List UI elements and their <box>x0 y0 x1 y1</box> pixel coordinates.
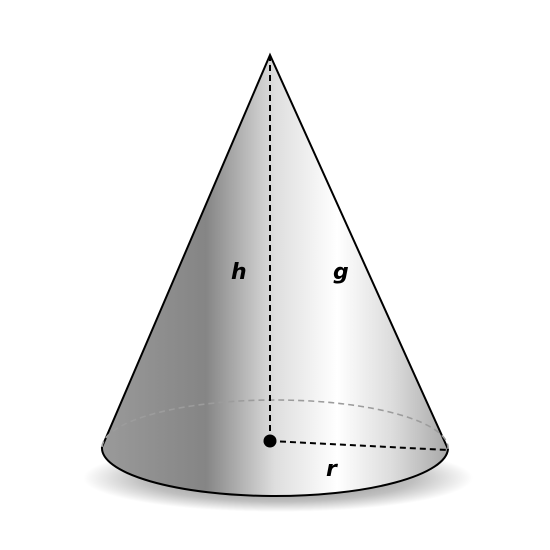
cone-surface <box>100 52 450 497</box>
slant-height-label: g <box>333 260 349 285</box>
radius-label: r <box>326 457 338 482</box>
height-label: h <box>231 260 247 285</box>
base-back-edge <box>101 399 449 450</box>
base-center-point <box>263 434 277 448</box>
